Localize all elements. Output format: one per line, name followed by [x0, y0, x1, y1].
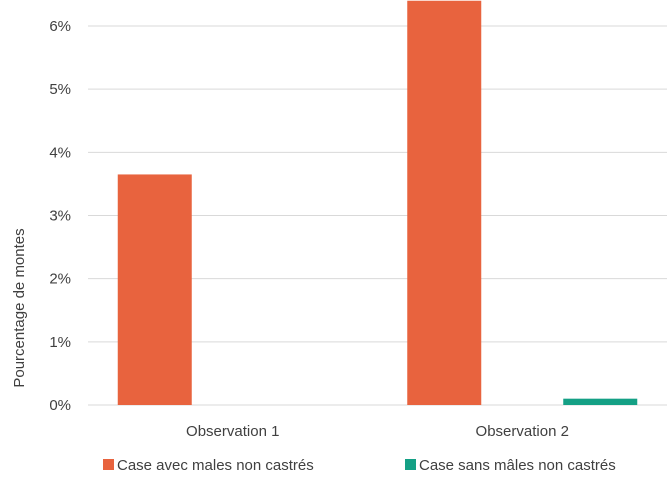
legend: Case avec males non castrés Case sans mâl…	[103, 457, 616, 474]
y-tick-label: 4%	[49, 144, 71, 161]
y-tick-label: 6%	[49, 18, 71, 35]
bar-avec-males-1	[117, 174, 192, 405]
x-tick-label: Observation 2	[476, 423, 569, 440]
y-tick-label: 2%	[49, 271, 71, 288]
y-tick-label: 1%	[49, 334, 71, 351]
y-axis-ticks: 0% 1% 2% 3% 4% 5% 6%	[49, 18, 71, 414]
legend-swatch	[103, 459, 114, 470]
bar-avec-males-2	[407, 0, 482, 405]
y-tick-label: 3%	[49, 208, 71, 225]
x-tick-label: Observation 1	[186, 423, 279, 440]
y-tick-label: 0%	[49, 397, 71, 414]
y-axis-title: Pourcentage de montes	[11, 228, 28, 387]
x-axis-ticks: Observation 1 Observation 2	[186, 423, 569, 440]
legend-swatch	[405, 459, 416, 470]
bar-sans-males-2	[563, 398, 638, 405]
bars	[117, 0, 638, 405]
legend-label: Case avec males non castrés	[117, 457, 314, 474]
legend-label: Case sans mâles non castrés	[419, 457, 616, 474]
y-tick-label: 5%	[49, 81, 71, 98]
